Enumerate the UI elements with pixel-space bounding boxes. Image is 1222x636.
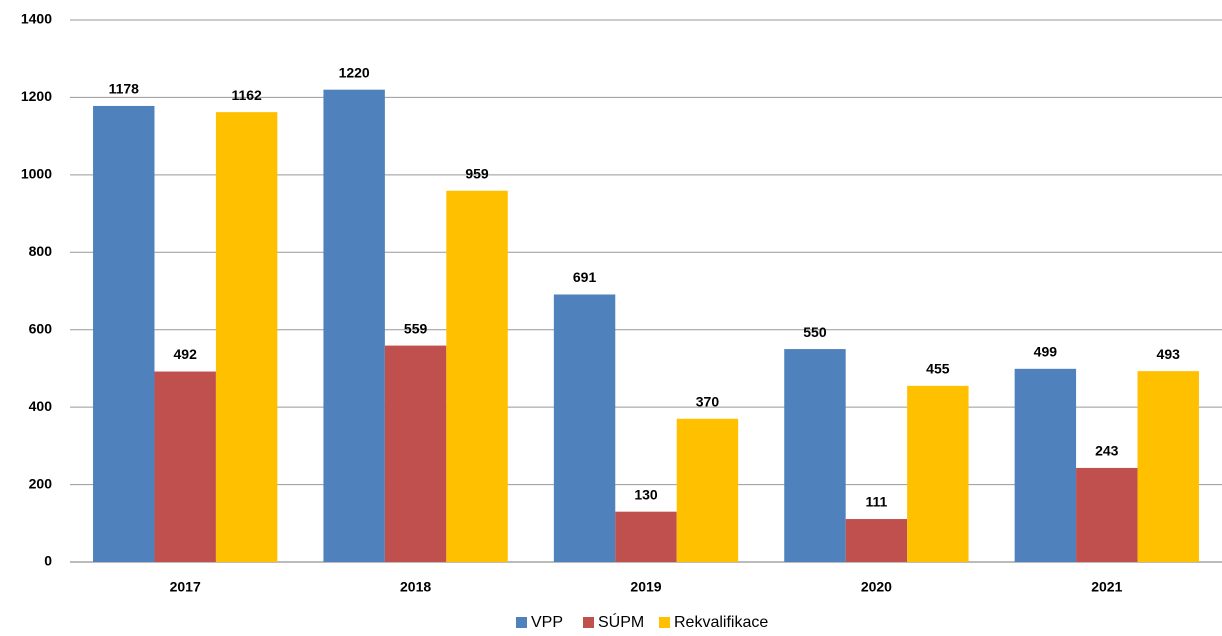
bar <box>907 385 969 562</box>
bar <box>215 112 278 562</box>
value-label: 1162 <box>231 87 262 103</box>
bar <box>93 105 155 563</box>
bar <box>1076 467 1138 562</box>
y-tick-label: 1200 <box>21 88 52 104</box>
bar <box>384 345 447 562</box>
bar <box>615 511 677 562</box>
bar <box>553 294 616 562</box>
bar <box>1014 368 1077 562</box>
value-label: 111 <box>865 494 887 510</box>
value-label: 493 <box>1157 346 1181 362</box>
value-label: 130 <box>634 486 658 502</box>
y-tick-label: 400 <box>29 398 53 414</box>
value-label: 1220 <box>339 64 370 80</box>
y-tick-label: 1000 <box>21 166 52 182</box>
y-tick-label: 600 <box>29 320 53 336</box>
x-tick-label: 2020 <box>861 579 892 595</box>
value-label: 455 <box>926 361 950 377</box>
bar <box>1137 371 1199 562</box>
value-label: 243 <box>1095 443 1119 459</box>
x-tick-label: 2017 <box>170 579 201 595</box>
legend-swatch <box>659 617 670 628</box>
y-tick-label: 200 <box>29 475 53 491</box>
value-label: 492 <box>174 346 198 362</box>
y-tick-label: 0 <box>44 553 52 569</box>
y-tick-label: 800 <box>29 243 53 259</box>
y-tick-label: 1400 <box>21 11 52 27</box>
legend-swatch <box>516 617 527 628</box>
x-tick-label: 2019 <box>630 579 661 595</box>
value-label: 550 <box>803 324 827 340</box>
value-label: 499 <box>1034 344 1058 360</box>
bar <box>323 89 385 562</box>
legend-swatch <box>583 617 594 628</box>
legend-label: SÚPM <box>598 612 644 631</box>
x-tick-label: 2018 <box>400 579 431 595</box>
x-tick-label: 2021 <box>1091 579 1122 595</box>
bar <box>446 190 508 563</box>
legend-label: VPP <box>531 614 563 631</box>
bar <box>154 371 216 562</box>
bar <box>784 349 846 562</box>
bar <box>676 418 739 562</box>
bar <box>845 519 908 562</box>
value-label: 370 <box>696 393 720 409</box>
value-label: 691 <box>573 269 597 285</box>
value-label: 559 <box>404 320 428 336</box>
legend-label: Rekvalifikace <box>674 614 768 631</box>
value-label: 959 <box>465 165 489 181</box>
value-label: 1178 <box>109 81 140 97</box>
